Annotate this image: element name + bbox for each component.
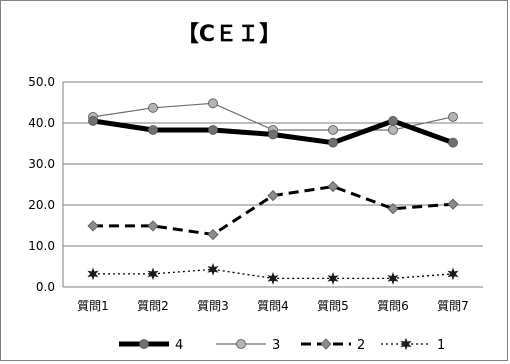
axis-layer: 0.0 10.0 20.0 30.0 40.0 50.0 質問1 質問2 質問3 質問4 質問5 質問…: [28, 75, 483, 313]
data-point: [267, 190, 279, 202]
data-point: [327, 271, 339, 285]
x-tick-label: 質問2: [137, 298, 169, 313]
series-layer: [87, 98, 459, 285]
data-point: [388, 116, 398, 126]
data-point: [148, 125, 158, 135]
data-point: [268, 129, 278, 140]
x-tick-label: 質問5: [317, 298, 349, 313]
series-2: [87, 180, 459, 241]
legend-label: 4: [175, 338, 183, 353]
data-point: [447, 198, 459, 210]
legend-label: 1: [437, 338, 445, 353]
x-tick-label: 質問6: [377, 298, 409, 313]
x-tick-label: 質問3: [197, 298, 229, 313]
data-point: [447, 267, 459, 281]
data-point: [327, 180, 339, 193]
legend-swatch-marker: [139, 339, 149, 349]
data-point: [88, 116, 98, 126]
y-tick-label: 40.0: [28, 116, 55, 130]
data-point: [147, 267, 159, 281]
data-point: [448, 137, 458, 148]
x-tick-label: 質問4: [257, 298, 289, 313]
data-point: [448, 111, 458, 122]
y-tick-label: 10.0: [28, 239, 55, 253]
series-4: [88, 116, 458, 148]
chart-title: 【CＥＩ】: [177, 22, 281, 47]
x-tick-label: 質問7: [437, 298, 469, 313]
y-tick-label: 20.0: [28, 198, 55, 212]
data-point: [87, 267, 99, 281]
legend-label: 2: [357, 338, 365, 353]
data-point: [387, 203, 399, 215]
legend-entry: 3: [216, 338, 280, 353]
legend-label: 3: [272, 338, 280, 353]
y-tick-label: 0.0: [36, 280, 55, 294]
legend-swatch-marker: [400, 337, 412, 351]
legend-swatch-marker: [236, 339, 246, 349]
legend: 4 3 2 1: [119, 337, 445, 353]
y-tick-label: 50.0: [28, 75, 55, 89]
legend-entry: 4: [119, 338, 183, 353]
data-point: [328, 137, 338, 148]
series-1: [87, 262, 459, 285]
data-point: [207, 228, 219, 241]
data-point: [387, 271, 399, 285]
data-point: [328, 125, 338, 135]
data-point: [208, 98, 218, 109]
legend-entry: 1: [381, 337, 445, 353]
data-point: [148, 102, 158, 113]
legend-swatch-marker: [320, 338, 332, 350]
data-point: [147, 220, 159, 232]
x-tick-label: 質問1: [77, 298, 109, 313]
data-point: [87, 220, 99, 232]
data-point: [388, 125, 398, 135]
data-point: [207, 262, 219, 276]
data-point: [208, 125, 218, 135]
grid-layer: [63, 81, 483, 288]
legend-entry: 2: [301, 338, 365, 353]
data-point: [267, 271, 279, 285]
y-tick-label: 30.0: [28, 157, 55, 171]
